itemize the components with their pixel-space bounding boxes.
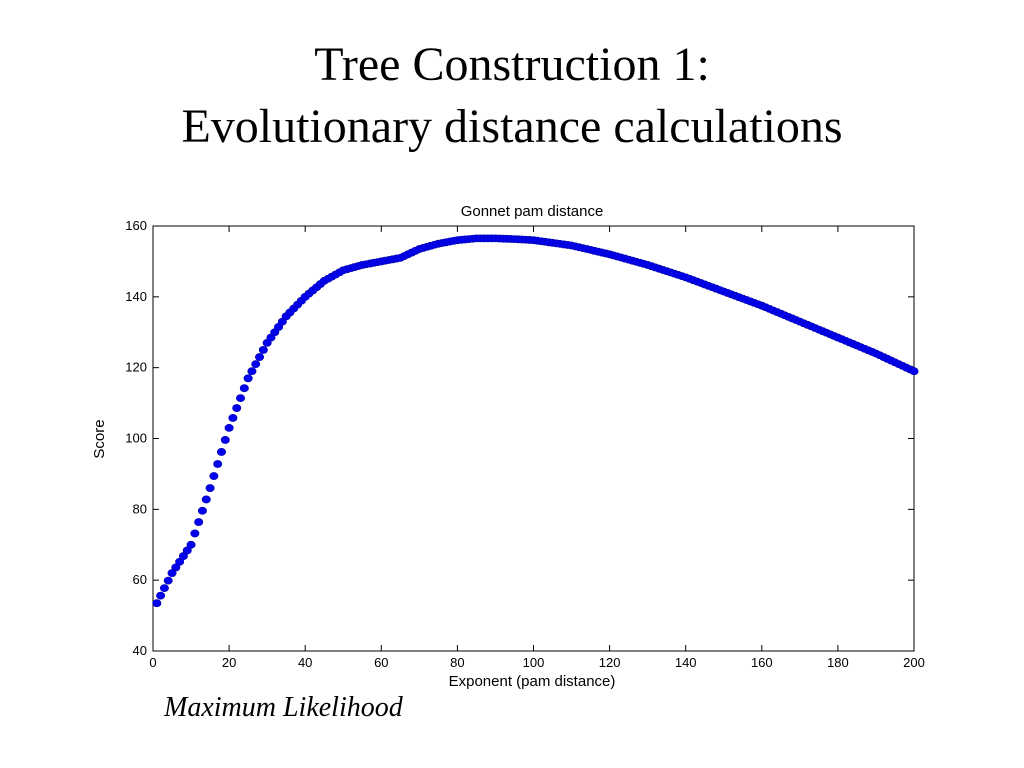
x-tick-label: 160 [751, 655, 773, 670]
data-point [156, 591, 166, 600]
axis-ticks: 0 20 40 60 80 100 120 140 160 180 200 40 60 80 100 120 1… [125, 218, 925, 670]
chart-title: Gonnet pam distance [461, 203, 604, 220]
x-tick-label: 40 [298, 655, 312, 670]
y-tick-label: 160 [125, 218, 147, 233]
slide-title-line-2: Evolutionary distance calculations [181, 100, 843, 153]
x-tick-label: 60 [374, 655, 388, 670]
data-point [232, 404, 242, 412]
axes-frame [152, 225, 915, 652]
data-point [243, 374, 253, 383]
x-tick-label: 180 [827, 655, 849, 670]
caption: Maximum Likelihood [164, 692, 403, 723]
data-point [152, 599, 162, 608]
y-axis-label: Score [91, 419, 108, 458]
data-point [190, 529, 200, 538]
data-point [205, 484, 215, 492]
data-point [239, 384, 249, 393]
x-tick-label: 80 [450, 655, 464, 670]
x-axis-label: Exponent (pam distance) [449, 673, 616, 690]
x-tick-label: 0 [149, 655, 156, 670]
x-tick-label: 120 [599, 655, 621, 670]
y-tick-label: 60 [133, 572, 147, 587]
y-tick-label: 140 [125, 289, 147, 304]
data-point [201, 495, 211, 504]
slide-title: Tree Construction 1: Evolutionary distan… [0, 34, 1024, 158]
data-point [216, 448, 226, 456]
data-point [224, 423, 234, 432]
data-point [228, 414, 238, 422]
x-tick-label: 140 [675, 655, 697, 670]
data-point [251, 360, 261, 369]
data-point [236, 394, 246, 403]
data-point [258, 346, 268, 354]
plot-area-border [152, 225, 915, 652]
slide-title-line-1: Tree Construction 1: [314, 38, 710, 91]
data-point [159, 584, 169, 593]
x-tick-label: 20 [222, 655, 236, 670]
y-tick-label: 100 [125, 431, 147, 446]
data-point [209, 472, 219, 480]
y-tick-label: 80 [133, 501, 147, 516]
data-points [152, 234, 919, 608]
data-point [186, 540, 196, 549]
y-tick-label: 120 [125, 360, 147, 375]
data-point [213, 460, 223, 468]
data-point [247, 367, 257, 376]
x-tick-label: 200 [903, 655, 925, 670]
x-tick-label: 100 [523, 655, 545, 670]
data-point [163, 576, 173, 585]
y-tick-label: 40 [133, 643, 147, 658]
data-point [194, 518, 204, 526]
data-point [255, 353, 265, 361]
data-point [220, 436, 230, 444]
data-point [909, 367, 919, 376]
data-point [197, 506, 207, 515]
